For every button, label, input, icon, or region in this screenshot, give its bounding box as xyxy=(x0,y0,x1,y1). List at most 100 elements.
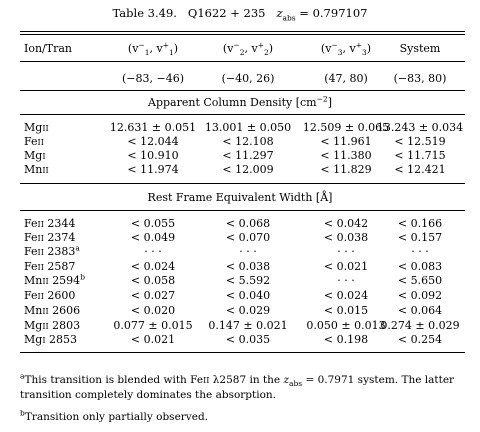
cell-v3: < 11.961 xyxy=(320,135,372,148)
redshift-value: = 0.797107 xyxy=(299,6,368,20)
ion-label: FeII xyxy=(24,135,44,148)
ion-label: MnII xyxy=(24,163,49,176)
quasar-name: Q1622 + 235 xyxy=(187,6,266,20)
cell-sys: < 12.421 xyxy=(394,163,446,176)
cell-v2: < 0.070 xyxy=(225,231,271,244)
cell-sys: < 5.650 xyxy=(397,274,443,287)
range-3: (47, 80) xyxy=(324,72,368,85)
ion-label: MnII 2606 xyxy=(24,304,81,317)
table-row: MgII 12.631 ± 0.051 13.001 ± 0.050 12.50… xyxy=(0,121,480,135)
cell-v2: < 11.297 xyxy=(222,149,274,162)
cell-sys: < 11.715 xyxy=(394,149,446,162)
cell-v3: 0.050 ± 0.013 xyxy=(306,319,386,332)
cell-v1: < 0.027 xyxy=(130,289,176,302)
table-row: MnII 2606 < 0.020 < 0.029 < 0.015 < 0.06… xyxy=(0,304,480,318)
cell-v1: 12.631 ± 0.051 xyxy=(109,121,197,134)
cell-v2: 13.001 ± 0.050 xyxy=(204,121,292,134)
header-rule xyxy=(20,61,465,62)
cell-v1: < 11.974 xyxy=(127,163,179,176)
cell-v1: < 12.044 xyxy=(127,135,179,148)
table-row: FeII 2587 < 0.024 < 0.038 < 0.021 < 0.08… xyxy=(0,260,480,274)
bottom-rule xyxy=(20,352,465,353)
table-label: Table 3.49. xyxy=(112,6,177,20)
ion-label: FeII 2344 xyxy=(24,217,76,230)
ion-label: FeII 2600 xyxy=(24,289,76,302)
ion-label: FeII 2374 xyxy=(24,231,76,244)
cell-v2: < 0.038 xyxy=(225,260,271,273)
table-row: MnII 2594b < 0.058 < 5.592 · · · < 5.650 xyxy=(0,273,480,288)
cell-v3: < 0.024 xyxy=(323,289,369,302)
cell-sys: < 12.519 xyxy=(394,135,446,148)
cell-v1: < 0.021 xyxy=(130,333,176,346)
header-system: System xyxy=(399,42,441,55)
cell-sys: < 0.083 xyxy=(397,260,443,273)
table-row: MgI < 10.910 < 11.297 < 11.380 < 11.715 xyxy=(0,149,480,163)
cell-v1: · · · xyxy=(144,245,162,258)
range-2: (−40, 26) xyxy=(221,72,275,85)
cell-v3: · · · xyxy=(337,245,355,258)
cell-v3: < 11.380 xyxy=(320,149,372,162)
cell-sys: < 0.064 xyxy=(397,304,443,317)
cell-v3: < 0.198 xyxy=(323,333,369,346)
cell-sys: 13.243 ± 0.034 xyxy=(376,121,464,134)
table-row: FeII < 12.044 < 12.108 < 11.961 < 12.519 xyxy=(0,135,480,149)
cell-v1: < 0.055 xyxy=(130,217,176,230)
table-row: MgI 2853 < 0.021 < 0.035 < 0.198 < 0.254 xyxy=(0,333,480,347)
top-rule xyxy=(20,31,465,32)
section2-rule xyxy=(20,210,465,211)
ion-label: MgII 2803 xyxy=(24,319,81,332)
header-ion-tran: Ion/Tran xyxy=(24,42,72,55)
cell-v2: < 0.040 xyxy=(225,289,271,302)
section-equivalent-width-title: Rest Frame Equivalent Width [Å] xyxy=(147,191,333,204)
cell-sys: < 0.092 xyxy=(397,289,443,302)
cell-v2: < 0.068 xyxy=(225,217,271,230)
ion-label: MgII xyxy=(24,121,49,134)
cell-sys: < 0.157 xyxy=(397,231,443,244)
cell-v3: · · · xyxy=(337,274,355,287)
section1-rule xyxy=(20,114,465,115)
cell-v1: < 0.049 xyxy=(130,231,176,244)
ion-label: FeII 2383a xyxy=(24,243,80,258)
ranges-rule xyxy=(20,90,465,91)
header-component-1: (v−1, v+1) xyxy=(127,40,179,58)
top-rule-double xyxy=(20,34,465,35)
table-row: MgII 2803 0.077 ± 0.015 0.147 ± 0.021 0.… xyxy=(0,319,480,333)
cell-v1: < 10.910 xyxy=(127,149,179,162)
cell-v1: < 0.020 xyxy=(130,304,176,317)
ion-label: MgI 2853 xyxy=(24,333,77,346)
range-1: (−83, −46) xyxy=(121,72,184,85)
cell-v3: 12.509 ± 0.065 xyxy=(302,121,390,134)
cell-v2: < 0.035 xyxy=(225,333,271,346)
header-component-3: (v−3, v+3) xyxy=(320,40,372,58)
ion-label: MgI xyxy=(24,149,46,162)
header-component-2: (v−2, v+2) xyxy=(222,40,274,58)
cell-v3: < 0.038 xyxy=(323,231,369,244)
ion-label: FeII 2587 xyxy=(24,260,76,273)
table-row: FeII 2374 < 0.049 < 0.070 < 0.038 < 0.15… xyxy=(0,231,480,245)
cell-v3: < 0.042 xyxy=(323,217,369,230)
range-system: (−83, 80) xyxy=(393,72,447,85)
cell-v2: < 12.009 xyxy=(222,163,274,176)
cell-sys: · · · xyxy=(411,245,429,258)
cell-v2: < 0.029 xyxy=(225,304,271,317)
table-header-row: Ion/Tran (v−1, v+1) (v−2, v+2) (v−3, v+3… xyxy=(0,40,480,58)
table-caption: Table 3.49. Q1622 + 235 zabs = 0.797107 xyxy=(0,6,480,23)
cell-sys: < 0.166 xyxy=(397,217,443,230)
table-row: FeII 2600 < 0.027 < 0.040 < 0.024 < 0.09… xyxy=(0,289,480,303)
section2-top-rule xyxy=(20,183,465,184)
section-column-density-title: Apparent Column Density [cm−2] xyxy=(148,94,332,109)
footnote-a: aThis transition is blended with FeII λ2… xyxy=(20,371,455,401)
cell-v1: 0.077 ± 0.015 xyxy=(113,319,193,332)
cell-v1: < 0.058 xyxy=(130,274,176,287)
cell-v3: < 0.015 xyxy=(323,304,369,317)
cell-v3: < 11.829 xyxy=(320,163,372,176)
redshift-subscript: abs xyxy=(282,13,296,23)
redshift-symbol: z xyxy=(276,6,283,20)
cell-v1: < 0.024 xyxy=(130,260,176,273)
table-row: FeII 2383a · · · · · · · · · · · · xyxy=(0,243,480,259)
cell-v2: < 12.108 xyxy=(222,135,274,148)
footnote-b: bTransition only partially observed. xyxy=(20,408,209,423)
cell-sys: < 0.254 xyxy=(397,333,443,346)
cell-v2: < 5.592 xyxy=(225,274,271,287)
